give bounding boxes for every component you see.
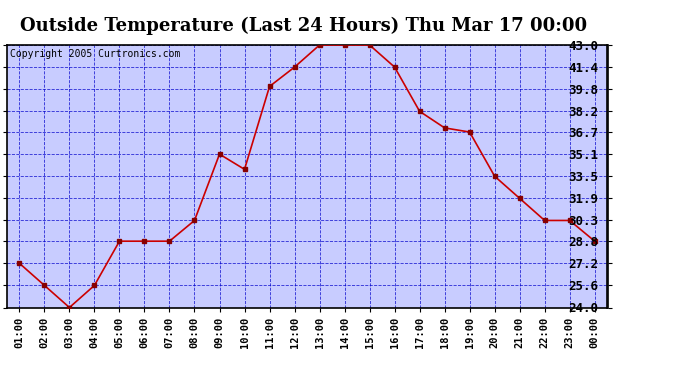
Text: Outside Temperature (Last 24 Hours) Thu Mar 17 00:00: Outside Temperature (Last 24 Hours) Thu … [20, 17, 587, 35]
Text: Copyright 2005 Curtronics.com: Copyright 2005 Curtronics.com [10, 49, 180, 59]
